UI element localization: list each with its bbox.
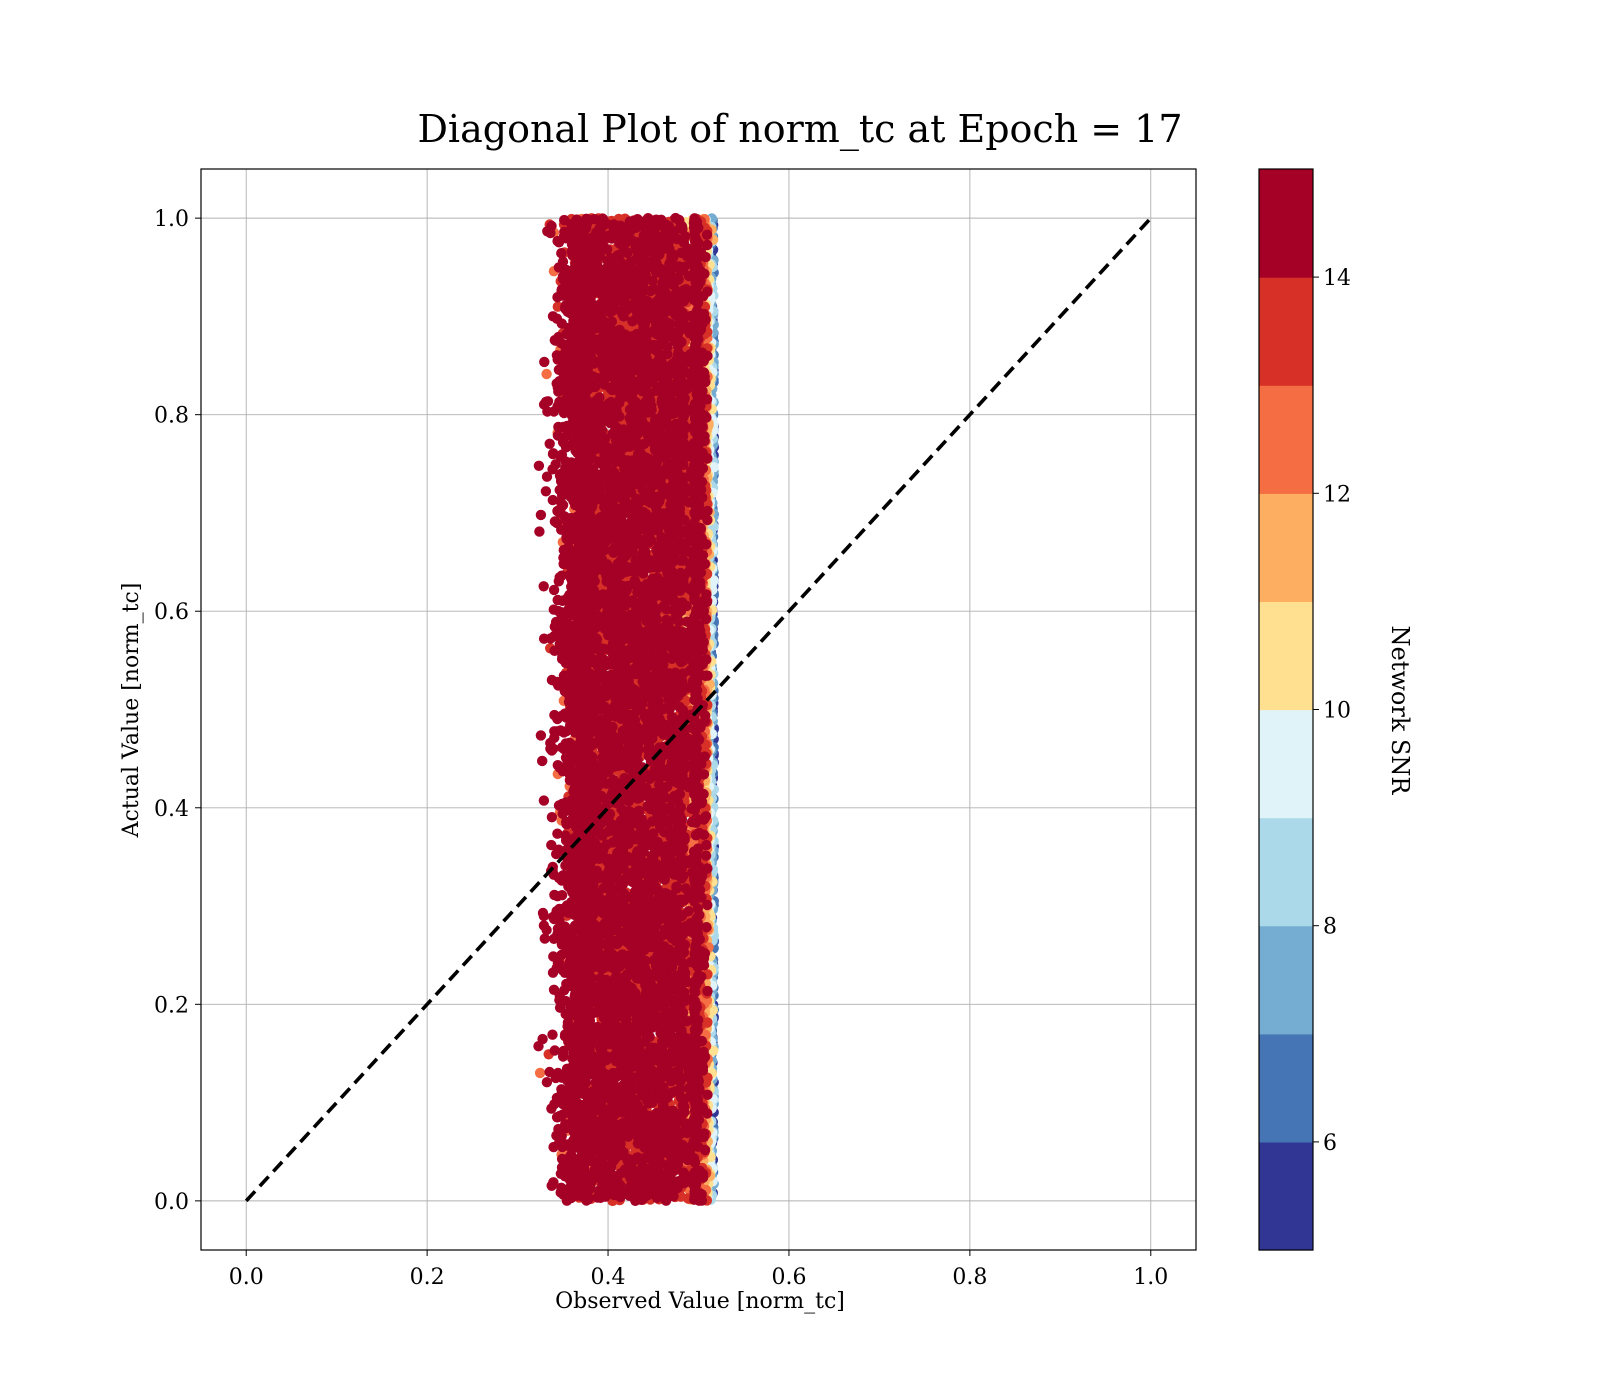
scatter-point bbox=[541, 368, 552, 380]
scatter-points bbox=[533, 212, 720, 1207]
chart-title: Diagonal Plot of norm_tc at Epoch = 17 bbox=[417, 107, 1182, 152]
scatter-point bbox=[534, 1067, 546, 1079]
